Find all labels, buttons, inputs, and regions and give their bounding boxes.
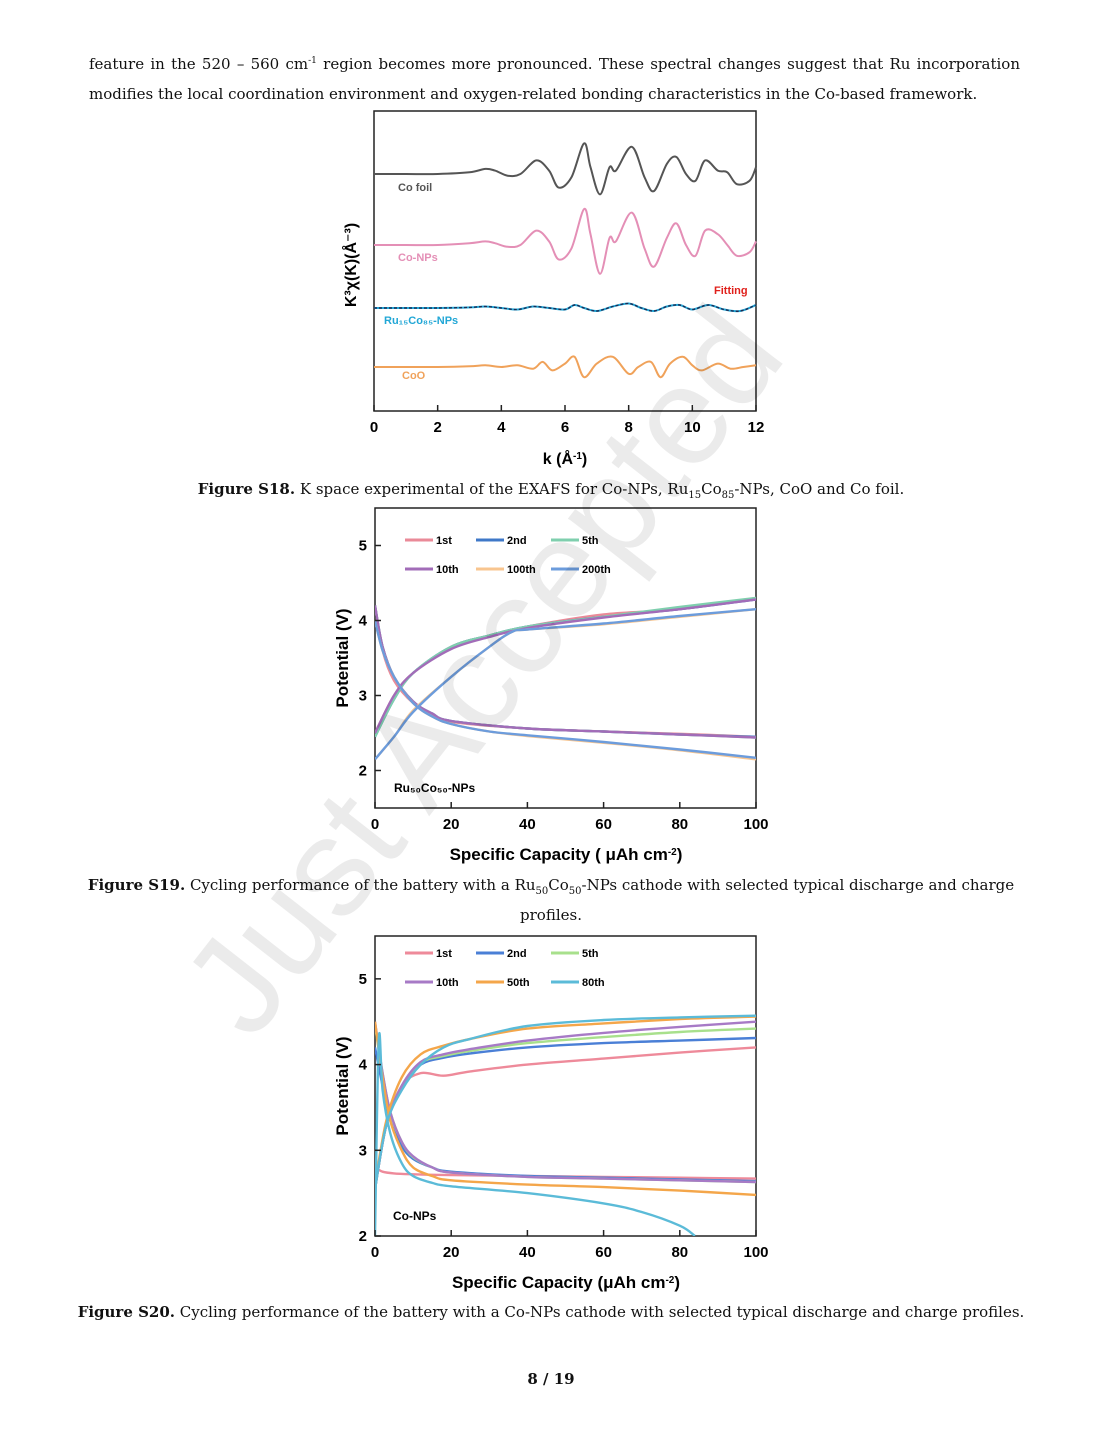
series-line [374, 355, 757, 379]
inset-label: Co-NPs [393, 1209, 437, 1223]
series-line [375, 1032, 696, 1236]
y-axis-label: Potential (V) [333, 608, 352, 707]
legend-label: 100th [507, 564, 536, 576]
y-tick-label: 2 [359, 1228, 367, 1245]
figure-s19-chart: 0 20 40 60 80 100 2 3 4 5 1st 2nd 5th 10th 100th 200t… [333, 507, 769, 864]
x-tick-label: 20 [443, 1244, 460, 1261]
series-line [375, 620, 756, 759]
legend-label: 50th [507, 977, 530, 989]
series-line [374, 207, 757, 275]
series-label-co-foil: Co foil [398, 182, 432, 194]
x-tick-label: 20 [443, 816, 460, 833]
legend-label: 10th [436, 977, 459, 989]
x-axis-label: k (Å-1) [543, 449, 587, 468]
legend-label: 200th [582, 564, 611, 576]
series-line [375, 1047, 756, 1183]
series-line [375, 608, 756, 761]
x-tick-label: 0 [370, 419, 378, 436]
fitting-label: Fitting [714, 285, 748, 297]
x-tick-label: 80 [671, 1244, 688, 1261]
x-tick-label: 12 [748, 419, 765, 436]
plot-frame [374, 935, 757, 1237]
figure-s18-chart: 0 2 4 6 8 10 12 K³χ(K)(Å⁻³) k (Å-1) Co foil Co… [341, 110, 765, 468]
x-tick-label: 40 [519, 1244, 536, 1261]
x-tick-label: 10 [684, 419, 701, 436]
x-tick-label: 60 [595, 816, 612, 833]
caption-s20: Figure S20. Cycling performance of the b… [77, 1303, 1025, 1321]
page-number: 8 / 19 [527, 1370, 575, 1388]
legend-label: 5th [582, 948, 599, 960]
body-paragraph: feature in the 520 – 560 cm-1 region bec… [89, 55, 1020, 103]
series-line [375, 1021, 756, 1184]
x-tick-label: 8 [624, 419, 632, 436]
series-line [375, 1020, 756, 1190]
series-line [374, 142, 757, 196]
y-tick-label: 3 [359, 688, 367, 705]
series-line [375, 1014, 756, 1190]
x-axis-label: Specific Capacity (μAh cm-2) [452, 1273, 680, 1292]
caption-s19: Figure S19. Cycling performance of the b… [87, 876, 1015, 924]
x-tick-label: 60 [595, 1244, 612, 1261]
series-label-ru15co85: Ru₁₅Co₈₅-NPs [384, 315, 458, 327]
y-axis-label: Potential (V) [333, 1036, 352, 1135]
legend-label: 2nd [507, 948, 527, 960]
series-label-coo: CoO [402, 370, 426, 382]
caption-s18: Figure S18. K space experimental of the … [197, 480, 905, 501]
x-tick-label: 2 [433, 419, 441, 436]
y-axis-label: K³χ(K)(Å⁻³) [341, 223, 360, 307]
series-line [375, 1015, 756, 1185]
legend-label: 1st [436, 535, 452, 547]
legend-label: 5th [582, 535, 599, 547]
x-tick-label: 6 [561, 419, 569, 436]
x-tick-label: 0 [371, 1244, 379, 1261]
plot-frame [374, 507, 757, 809]
y-tick-label: 4 [359, 613, 368, 630]
y-tick-label: 5 [359, 971, 367, 988]
x-tick-label: 0 [371, 816, 379, 833]
series-line [375, 1166, 756, 1180]
y-tick-label: 5 [359, 538, 367, 555]
legend-label: 10th [436, 564, 459, 576]
x-tick-label: 4 [497, 419, 506, 436]
x-axis-label: Specific Capacity ( μAh cm-2) [450, 845, 683, 864]
series-line [375, 596, 756, 738]
y-tick-label: 2 [359, 763, 367, 780]
x-tick-label: 40 [519, 816, 536, 833]
series-label-co-nps: Co-NPs [398, 252, 438, 264]
x-tick-label: 100 [743, 816, 768, 833]
series-line [375, 1021, 756, 1197]
y-tick-label: 3 [359, 1142, 367, 1159]
series-line [375, 1027, 756, 1190]
legend-label: 2nd [507, 535, 527, 547]
legend-label: 80th [582, 977, 605, 989]
legend-label: 1st [436, 948, 452, 960]
y-tick-label: 4 [359, 1057, 368, 1074]
fit-line [374, 302, 757, 312]
x-tick-label: 100 [743, 1244, 768, 1261]
series-line [375, 608, 756, 761]
x-tick-label: 80 [671, 816, 688, 833]
inset-label: Ru₅₀Co₅₀-NPs [394, 781, 475, 795]
